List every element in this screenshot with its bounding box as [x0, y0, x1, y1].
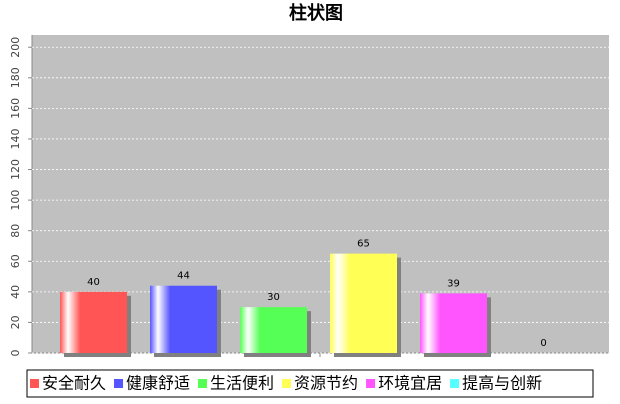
value-label: 30: [267, 292, 280, 303]
legend-swatch: [30, 379, 39, 388]
y-tick-label: 80: [9, 224, 22, 238]
legend-swatch: [366, 379, 376, 388]
bar: [150, 285, 217, 353]
legend-label: 提高与创新: [462, 374, 542, 393]
legend-swatch: [114, 379, 124, 388]
y-tick-label: 0: [9, 350, 22, 357]
value-label: 0: [540, 338, 546, 349]
value-label: 40: [87, 277, 100, 288]
legend-label: 健康舒适: [126, 374, 190, 393]
y-tick-label: 200: [9, 37, 22, 58]
y-tick-label: 140: [9, 128, 22, 149]
legend-label: 环境宜居: [378, 374, 442, 393]
y-tick-label: 20: [9, 315, 22, 329]
y-tick-label: 100: [9, 190, 22, 211]
legend-swatch: [450, 379, 460, 388]
y-tick-label: 60: [9, 254, 22, 268]
bar: [330, 253, 397, 353]
legend-swatch: [282, 379, 292, 388]
bar: [240, 307, 307, 353]
value-label: 65: [357, 239, 370, 250]
y-tick-label: 40: [9, 285, 22, 299]
chart-title: 柱状图: [289, 2, 343, 24]
legend-label: 资源节约: [294, 374, 358, 393]
bar: [420, 293, 487, 353]
legend-label: 安全耐久: [42, 374, 106, 393]
legend-swatch: [198, 379, 208, 388]
value-label: 44: [177, 271, 190, 282]
y-tick-label: 180: [9, 67, 22, 88]
value-label: 39: [447, 278, 460, 289]
y-tick-label: 160: [9, 98, 22, 119]
y-tick-label: 120: [9, 159, 22, 180]
bar: [60, 291, 127, 353]
legend-label: 生活便利: [210, 374, 274, 393]
